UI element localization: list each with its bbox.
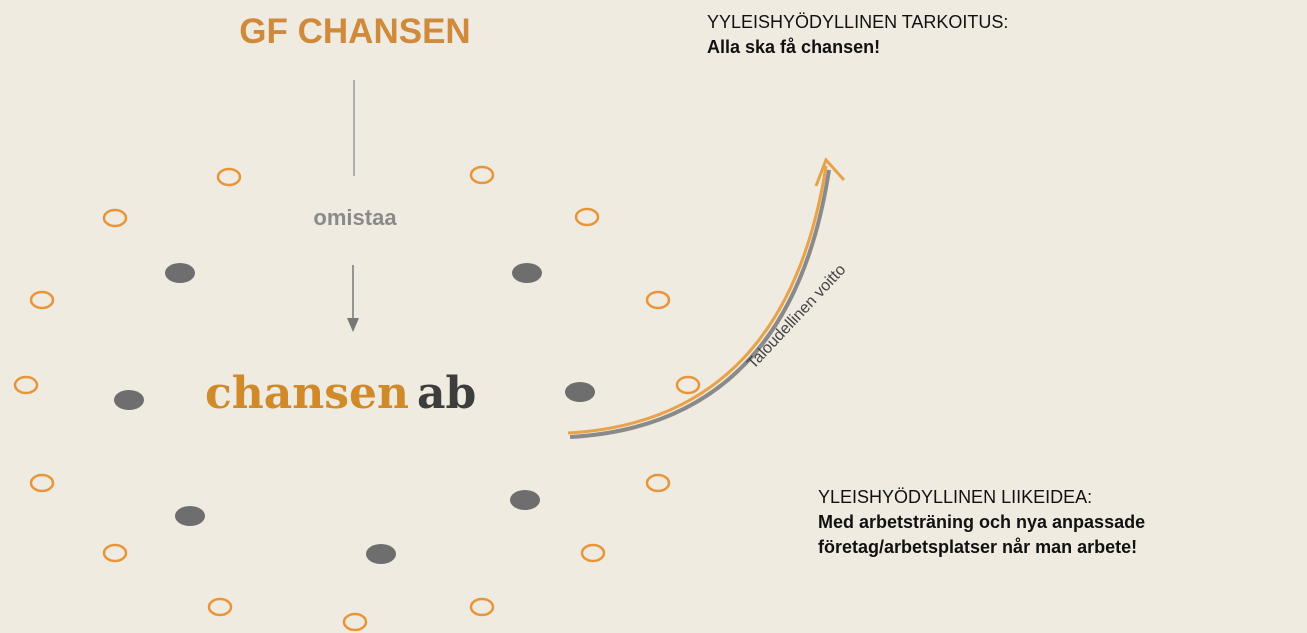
dot <box>510 490 540 510</box>
ring <box>102 208 128 228</box>
ring <box>645 473 671 493</box>
ring <box>29 290 55 310</box>
ring <box>580 543 606 563</box>
ring <box>574 207 600 227</box>
purpose-heading: YYLEISHYÖDYLLINEN TARKOITUS: <box>707 12 1008 32</box>
ring <box>469 597 495 617</box>
logo-main: chansen <box>205 368 409 419</box>
title: GF CHANSEN <box>239 12 470 51</box>
ring <box>645 290 671 310</box>
owner-label: omistaa <box>313 205 397 230</box>
dot <box>165 263 195 283</box>
curve-arrow <box>567 165 828 435</box>
curve-arrow-head <box>814 157 846 187</box>
idea-line: företag/arbetsplatser når man arbete! <box>818 537 1137 557</box>
curve-shadow <box>569 169 831 439</box>
ring <box>29 473 55 493</box>
ring <box>675 375 701 395</box>
dot <box>175 506 205 526</box>
ring <box>342 612 368 632</box>
idea-heading: YLEISHYÖDYLLINEN LIIKEIDEA: <box>818 487 1092 507</box>
arrow-head <box>347 318 359 332</box>
dots <box>114 263 595 564</box>
logo: chansen ab <box>205 368 476 419</box>
ring <box>13 375 39 395</box>
dot <box>565 382 595 402</box>
purpose-text: Alla ska få chansen! <box>707 37 880 57</box>
ring <box>469 165 495 185</box>
dot <box>512 263 542 283</box>
ring <box>216 167 242 187</box>
ring <box>102 543 128 563</box>
dot <box>366 544 396 564</box>
logo-suffix: ab <box>417 368 476 419</box>
dot <box>114 390 144 410</box>
rings <box>13 165 701 632</box>
idea-line: Med arbetsträning och nya anpassade <box>818 512 1145 532</box>
ring <box>207 597 233 617</box>
